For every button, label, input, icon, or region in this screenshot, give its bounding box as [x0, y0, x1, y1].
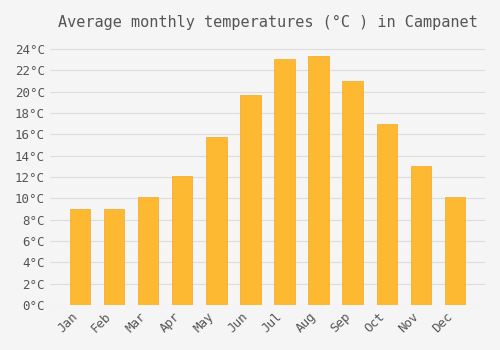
- Bar: [70, 209, 90, 305]
- Bar: [410, 166, 431, 305]
- Bar: [342, 81, 363, 305]
- Bar: [274, 60, 294, 305]
- Bar: [445, 197, 465, 305]
- Bar: [308, 56, 329, 305]
- Bar: [376, 124, 397, 305]
- Bar: [104, 209, 124, 305]
- Bar: [206, 138, 227, 305]
- Bar: [240, 95, 260, 305]
- Title: Average monthly temperatures (°C ) in Campanet: Average monthly temperatures (°C ) in Ca…: [58, 15, 478, 30]
- Bar: [138, 197, 158, 305]
- Bar: [172, 176, 193, 305]
